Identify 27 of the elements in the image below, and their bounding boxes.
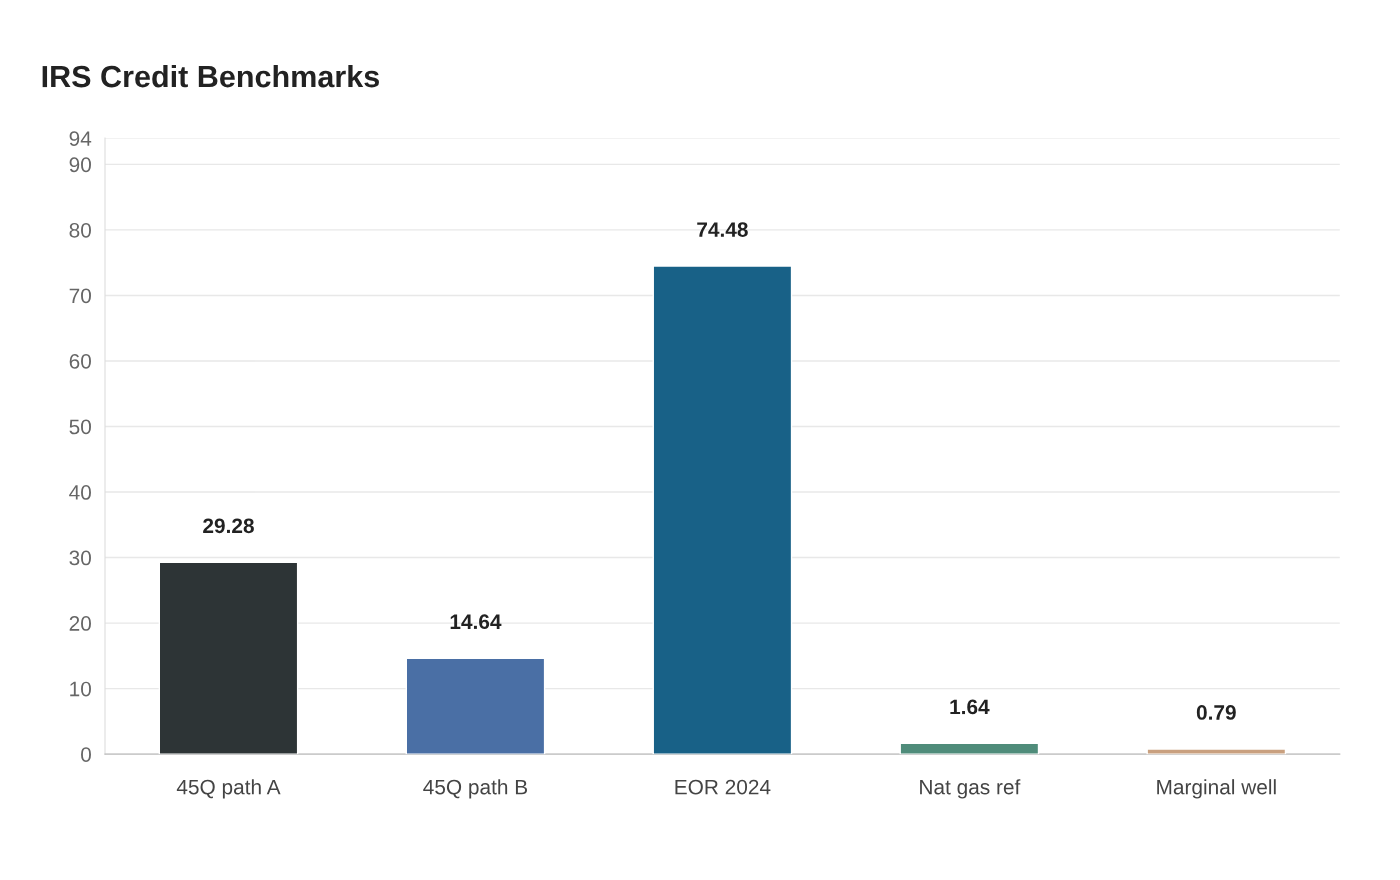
x-tick-label: Marginal well xyxy=(1157,779,1276,799)
x-tick-label: 45Q path B xyxy=(423,779,528,799)
bar xyxy=(1146,748,1287,755)
x-tick-label: EOR 2024 xyxy=(675,779,771,795)
bar xyxy=(158,561,299,755)
chart-title: IRS Credit Benchmarks xyxy=(42,64,379,88)
y-tick-label: 80 xyxy=(69,222,91,238)
y-tick-label: 90 xyxy=(69,157,91,173)
y-tick-label: 30 xyxy=(69,550,91,566)
bar xyxy=(652,265,793,755)
y-tick-label: 60 xyxy=(69,353,91,369)
data-label: 1.64 xyxy=(950,699,990,715)
data-label: 29.28 xyxy=(203,518,254,534)
x-tick-label: 45Q path A xyxy=(176,779,281,799)
y-tick-label: 70 xyxy=(69,288,91,304)
bar xyxy=(899,742,1040,755)
y-tick-label: 94 xyxy=(69,131,92,146)
data-label: 74.48 xyxy=(697,222,748,237)
y-tick-label: 20 xyxy=(69,616,91,631)
data-label: 0.79 xyxy=(1196,705,1236,720)
y-tick-label: 10 xyxy=(70,681,91,697)
bar xyxy=(405,657,546,755)
y-tick-label: 40 xyxy=(69,485,91,500)
y-tick-label: 0 xyxy=(81,747,91,762)
data-label: 14.64 xyxy=(450,614,502,630)
x-tick-label: Nat gas ref xyxy=(920,779,1021,799)
y-tick-label: 50 xyxy=(69,419,91,435)
